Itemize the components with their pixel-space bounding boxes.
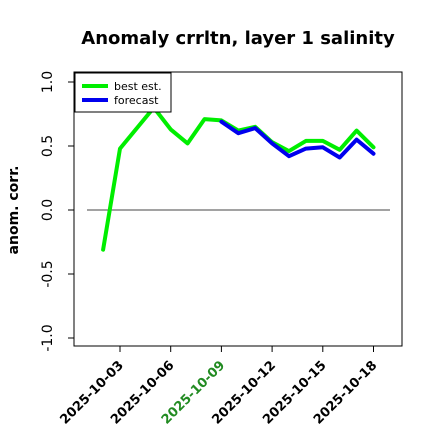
series-line-forecast xyxy=(219,119,376,160)
y-tick-label: 1.0 xyxy=(40,71,56,93)
axes: -1.0-0.50.00.51.02025-10-032025-10-06202… xyxy=(40,71,390,428)
chart-title: Anomaly crrltn, layer 1 salinity xyxy=(81,28,395,49)
series-line-best-est xyxy=(101,105,376,252)
legend: best est. forecast xyxy=(74,72,172,113)
y-tick-label: 0.0 xyxy=(40,199,56,221)
plot-frame xyxy=(73,71,403,347)
legend-label-best-est: best est. xyxy=(114,80,162,93)
y-axis-label-group: anom. corr. xyxy=(6,166,22,255)
y-tick-label: -0.5 xyxy=(40,260,56,287)
series-layer xyxy=(101,105,376,252)
y-tick-label: -1.0 xyxy=(40,324,56,351)
legend-box xyxy=(74,72,172,113)
y-axis-label: anom. corr. xyxy=(6,166,22,255)
legend-label-forecast: forecast xyxy=(114,94,159,107)
y-tick-label: 0.5 xyxy=(40,135,56,157)
